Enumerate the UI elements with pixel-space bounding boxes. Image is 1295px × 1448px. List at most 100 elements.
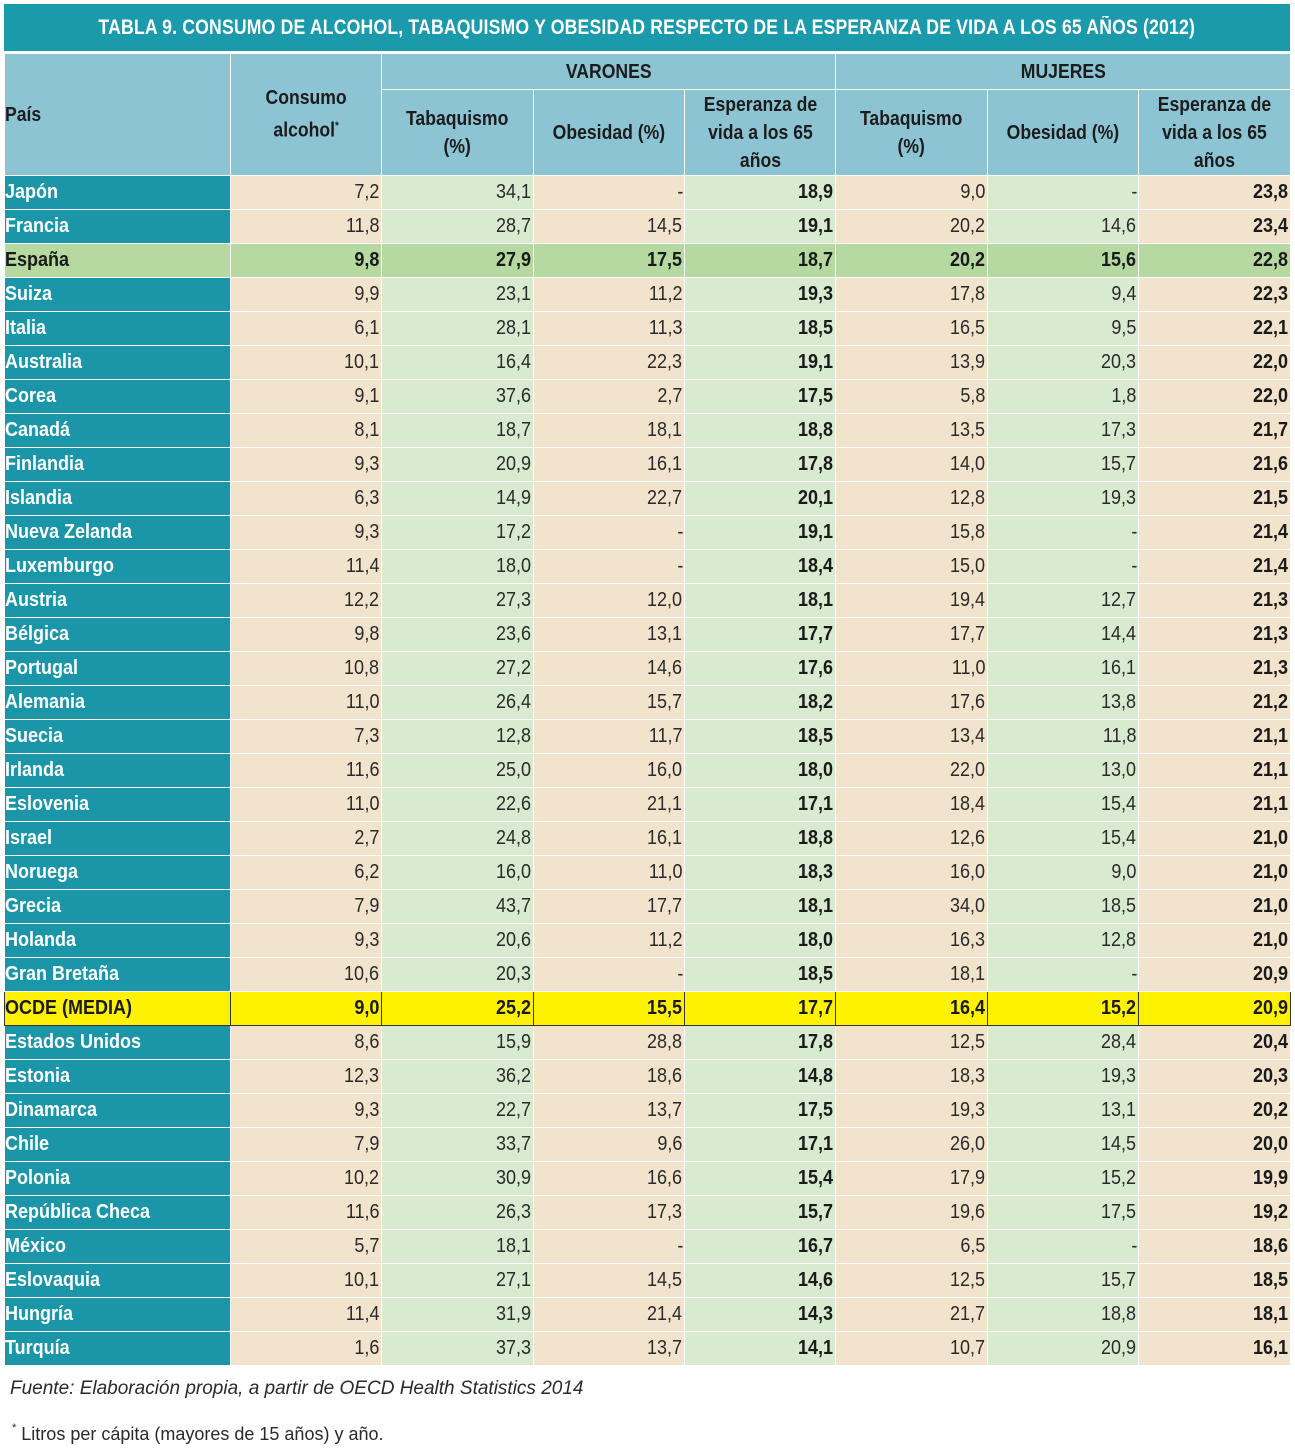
- cell-varones-esperanza: 18,4: [683, 549, 837, 584]
- table-row: Japón 7,2 34,1-18,9 9,0-23,8: [4, 175, 1292, 210]
- cell-consumo-alcohol: 1,6: [230, 1331, 382, 1366]
- cell-varones-esperanza: 18,2: [683, 685, 837, 720]
- cell-mujeres-tabaquismo: 18,1: [835, 957, 989, 992]
- table-row: Eslovaquia 10,1 27,1 14,5 14,6 12,5 15,7 18,5: [4, 1263, 1292, 1298]
- cell-varones-esperanza: 17,1: [683, 1127, 837, 1162]
- cell-varones-obesidad: -: [533, 549, 685, 584]
- cell-varones-tabaquismo: 20,6: [381, 923, 534, 958]
- cell-mujeres-obesidad: 9,5: [987, 311, 1140, 346]
- cell-mujeres-esperanza: 20,2: [1138, 1093, 1292, 1128]
- cell-varones-tabaquismo: 23,1: [381, 277, 534, 312]
- cell-varones-esperanza: 18,9: [683, 175, 837, 210]
- cell-varones-obesidad: 17,5: [533, 243, 685, 278]
- table-row: Holanda 9,3 20,6 11,2 18,0 16,3 12,8 21,0: [4, 923, 1292, 958]
- cell-mujeres-esperanza: 22,1: [1138, 311, 1292, 346]
- cell-consumo-alcohol: 11,4: [230, 1297, 382, 1332]
- table-row: Chile 7,9 33,7 9,6 17,1 26,0 14,5 20,0: [4, 1127, 1292, 1162]
- table-row: Luxemburgo 11,4 18,0-18,4 15,0-21,4: [4, 549, 1292, 584]
- cell-mujeres-esperanza: 21,0: [1138, 855, 1292, 890]
- cell-varones-obesidad: 16,1: [533, 447, 685, 482]
- cell-varones-tabaquismo: 25,2: [381, 991, 534, 1026]
- cell-mujeres-tabaquismo: 19,3: [835, 1093, 989, 1128]
- cell-country: OCDE (MEDIA): [4, 991, 231, 1026]
- cell-country: Suecia: [4, 719, 231, 754]
- cell-mujeres-esperanza: 18,5: [1138, 1263, 1292, 1298]
- table-row: Austria 12,2 27,3 12,0 18,1 19,4 12,7 21,3: [4, 583, 1292, 618]
- table-header: País Consumo alcohol* VARONES MUJERES Tab…: [4, 53, 1292, 176]
- cell-varones-obesidad: 12,0: [533, 583, 685, 618]
- cell-mujeres-esperanza: 21,5: [1138, 481, 1292, 516]
- cell-mujeres-esperanza: 18,6: [1138, 1229, 1292, 1264]
- cell-mujeres-tabaquismo: 13,9: [835, 345, 989, 380]
- cell-varones-obesidad: 18,6: [533, 1059, 685, 1094]
- cell-mujeres-esperanza: 21,0: [1138, 821, 1292, 856]
- cell-consumo-alcohol: 7,2: [230, 175, 382, 210]
- cell-country: Eslovenia: [4, 787, 231, 822]
- table-title-text: TABLA 9. CONSUMO DE ALCOHOL, TABAQUISMO …: [98, 15, 1196, 39]
- cell-varones-esperanza: 17,6: [683, 651, 837, 686]
- table-row: Italia 6,1 28,1 11,3 18,5 16,5 9,5 22,1: [4, 311, 1292, 346]
- table-row: Finlandia 9,3 20,9 16,1 17,8 14,0 15,7 21,6: [4, 447, 1292, 482]
- table-row: Suiza 9,9 23,1 11,2 19,3 17,8 9,4 22,3: [4, 277, 1292, 312]
- cell-country: Austria: [4, 583, 231, 618]
- cell-mujeres-obesidad: 11,8: [987, 719, 1140, 754]
- cell-mujeres-tabaquismo: 26,0: [835, 1127, 989, 1162]
- table-row: Hungría 11,4 31,9 21,4 14,3 21,7 18,8 18,1: [4, 1297, 1292, 1332]
- cell-mujeres-tabaquismo: 16,0: [835, 855, 989, 890]
- cell-mujeres-esperanza: 19,2: [1138, 1195, 1292, 1230]
- cell-country: México: [4, 1229, 231, 1264]
- cell-mujeres-obesidad: 16,1: [987, 651, 1140, 686]
- table-row: España 9,8 27,9 17,5 18,7 20,2 15,6 22,8: [4, 243, 1292, 278]
- cell-varones-tabaquismo: 27,1: [381, 1263, 534, 1298]
- cell-country: Chile: [4, 1127, 231, 1162]
- cell-country: Francia: [4, 209, 231, 244]
- cell-country: Irlanda: [4, 753, 231, 788]
- cell-mujeres-tabaquismo: 21,7: [835, 1297, 989, 1332]
- cell-mujeres-esperanza: 20,9: [1138, 957, 1292, 992]
- cell-varones-tabaquismo: 36,2: [381, 1059, 534, 1094]
- cell-consumo-alcohol: 12,2: [230, 583, 382, 618]
- cell-mujeres-esperanza: 21,4: [1138, 549, 1292, 584]
- cell-consumo-alcohol: 7,3: [230, 719, 382, 754]
- cell-mujeres-obesidad: 18,8: [987, 1297, 1140, 1332]
- cell-mujeres-esperanza: 23,8: [1138, 175, 1292, 210]
- cell-varones-tabaquismo: 27,2: [381, 651, 534, 686]
- cell-country: Luxemburgo: [4, 549, 231, 584]
- cell-mujeres-esperanza: 23,4: [1138, 209, 1292, 244]
- cell-mujeres-obesidad: 17,3: [987, 413, 1140, 448]
- cell-mujeres-esperanza: 21,0: [1138, 889, 1292, 924]
- cell-mujeres-esperanza: 21,0: [1138, 923, 1292, 958]
- table-row: Estonia 12,3 36,2 18,6 14,8 18,3 19,3 20,3: [4, 1059, 1292, 1094]
- cell-mujeres-obesidad: 9,4: [987, 277, 1140, 312]
- cell-country: Hungría: [4, 1297, 231, 1332]
- cell-varones-tabaquismo: 26,3: [381, 1195, 534, 1230]
- cell-varones-esperanza: 17,7: [683, 991, 837, 1026]
- cell-consumo-alcohol: 6,2: [230, 855, 382, 890]
- table-row: Turquía 1,6 37,3 13,7 14,1 10,7 20,9 16,1: [4, 1331, 1292, 1366]
- cell-varones-obesidad: 13,1: [533, 617, 685, 652]
- cell-country: Japón: [4, 175, 231, 210]
- cell-mujeres-tabaquismo: 17,8: [835, 277, 989, 312]
- cell-varones-tabaquismo: 20,9: [381, 447, 534, 482]
- cell-mujeres-obesidad: -: [987, 175, 1140, 210]
- table-row: OCDE (MEDIA) 9,0 25,2 15,5 17,7 16,4 15,2 20,9: [4, 991, 1292, 1026]
- cell-varones-esperanza: 17,7: [683, 617, 837, 652]
- cell-varones-obesidad: 14,5: [533, 1263, 685, 1298]
- cell-country: Turquía: [4, 1331, 231, 1366]
- cell-mujeres-obesidad: 13,8: [987, 685, 1140, 720]
- cell-mujeres-esperanza: 22,0: [1138, 345, 1292, 380]
- table-title: TABLA 9. CONSUMO DE ALCOHOL, TABAQUISMO …: [4, 4, 1290, 51]
- header-varones-obesidad: Obesidad (%): [533, 89, 685, 176]
- cell-country: Gran Bretaña: [4, 957, 231, 992]
- cell-varones-obesidad: -: [533, 175, 685, 210]
- cell-mujeres-tabaquismo: 6,5: [835, 1229, 989, 1264]
- cell-varones-esperanza: 15,7: [683, 1195, 837, 1230]
- cell-varones-esperanza: 19,1: [683, 209, 837, 244]
- cell-consumo-alcohol: 9,8: [230, 243, 382, 278]
- cell-varones-obesidad: 17,7: [533, 889, 685, 924]
- cell-varones-obesidad: 17,3: [533, 1195, 685, 1230]
- header-varones: VARONES: [380, 53, 837, 90]
- header-varones-tabaquismo: Tabaquismo (%): [381, 89, 534, 176]
- cell-mujeres-obesidad: 12,7: [987, 583, 1140, 618]
- cell-consumo-alcohol: 9,1: [230, 379, 382, 414]
